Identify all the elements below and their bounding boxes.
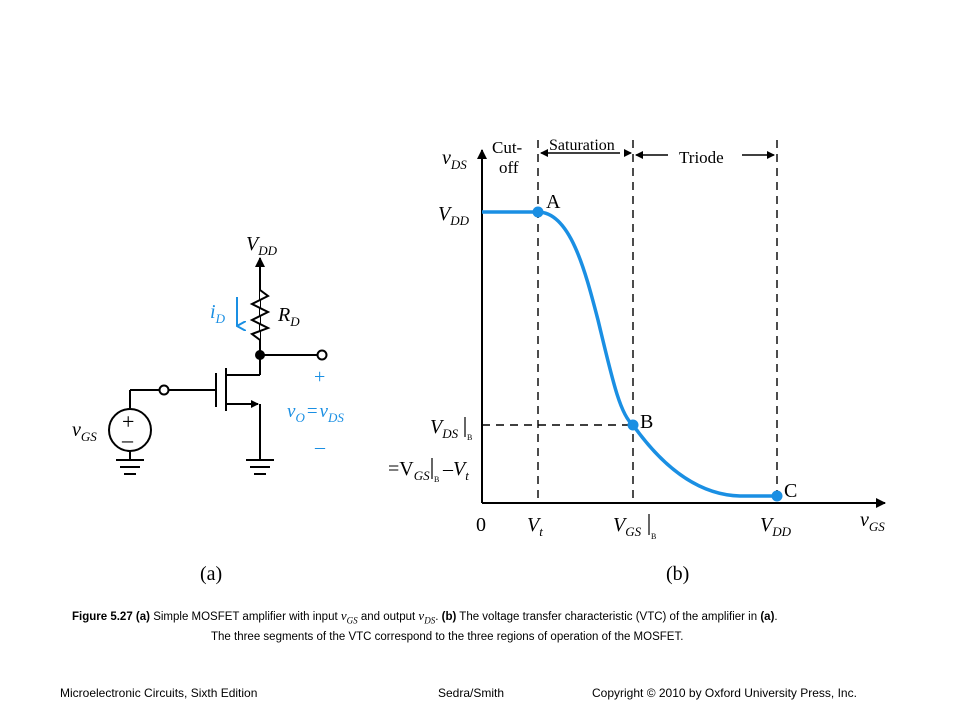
caption-part-a: (a) <box>135 611 150 623</box>
point-a-marker <box>532 206 544 218</box>
point-b-label: B <box>640 411 653 433</box>
caption-period-1: . <box>435 611 439 623</box>
output-plus-label: + <box>314 366 325 388</box>
point-b-marker <box>627 419 639 431</box>
caption-period-2: . <box>774 611 778 623</box>
eval-sub-vgsb: B <box>651 532 656 541</box>
caption-vgs: vGS <box>340 608 358 626</box>
saturation-label: Saturation <box>549 137 615 154</box>
point-c-label: C <box>784 480 797 502</box>
x-tick-vgsb: VGS <box>613 514 642 539</box>
source-plus-label: + <box>122 409 134 434</box>
caption-line-1: Figure 5.27 (a) Simple MOSFET amplifier … <box>72 608 912 629</box>
y-tick-eq-rest: –Vt <box>442 458 469 483</box>
resistor-rd <box>249 289 271 341</box>
x-tick-vdd: VDD <box>760 514 792 539</box>
output-voltage-label: vO = vDS <box>287 401 344 425</box>
caption-part-b: (b) <box>441 611 457 623</box>
caption-text-2: and output <box>360 611 416 623</box>
caption-part-a-ref: (a) <box>760 611 775 623</box>
output-terminal <box>316 349 328 361</box>
footer-copyright: Copyright © 2010 by Oxford University Pr… <box>592 686 857 700</box>
triode-label: Triode <box>679 148 724 167</box>
footer-book-title: Microelectronic Circuits, Sixth Edition <box>60 686 258 700</box>
source-minus-label: – <box>121 427 134 452</box>
current-label: iD <box>210 301 226 326</box>
input-voltage-label: vGS <box>72 419 97 444</box>
cutoff-label-2: off <box>499 158 519 177</box>
ground-icon <box>116 459 144 475</box>
gate-terminal <box>158 384 170 396</box>
x-axis-label: vGS <box>860 509 885 534</box>
y-tick-vdsb: VDS <box>430 416 459 441</box>
caption-text-4: The voltage transfer characteristic (VTC… <box>459 611 758 623</box>
resistor-label: RD <box>277 304 300 329</box>
subfigure-a-label: (a) <box>200 563 222 585</box>
x-tick-vt: Vt <box>527 514 543 539</box>
figure-caption: Figure 5.27 (a) Simple MOSFET amplifier … <box>72 608 912 645</box>
y-tick-eq: =VGS <box>388 458 430 483</box>
vtc-curve <box>482 210 777 498</box>
circuit-diagram <box>108 257 328 475</box>
eval-sub-eq: B <box>434 475 439 484</box>
ground-icon <box>246 459 274 475</box>
vtc-chart <box>477 140 886 508</box>
y-axis-label: vDS <box>442 147 467 172</box>
eval-sub-vdsb: B <box>467 433 472 442</box>
point-a-label: A <box>546 191 561 213</box>
x-tick-zero: 0 <box>476 514 486 536</box>
caption-figure-number: Figure 5.27 <box>72 611 133 623</box>
caption-line-2: The three segments of the VTC correspond… <box>211 630 684 643</box>
y-tick-vdd: VDD <box>438 203 470 228</box>
footer-authors: Sedra/Smith <box>438 686 505 700</box>
point-c-marker <box>771 490 783 502</box>
cutoff-label-1: Cut- <box>492 138 523 157</box>
subfigure-b-label: (b) <box>666 563 689 585</box>
caption-text-1: Simple MOSFET amplifier with input <box>153 611 338 623</box>
caption-vds: vDS <box>418 608 436 626</box>
output-minus-label: – <box>314 436 326 458</box>
vdd-supply-label: VDD <box>246 233 278 258</box>
